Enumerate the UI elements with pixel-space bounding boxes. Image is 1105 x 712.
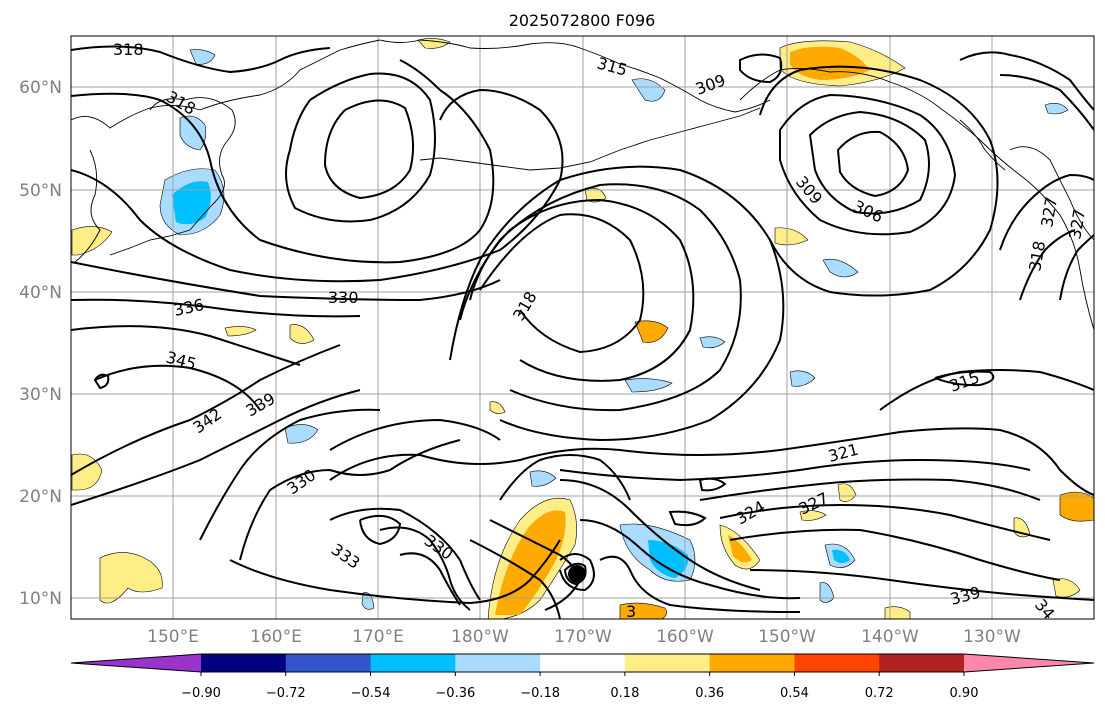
colorbar-tick-label: −0.18 xyxy=(520,686,560,701)
colorbar-tick-label: −0.54 xyxy=(351,686,391,701)
colorbar-cell xyxy=(370,654,456,672)
colorbar-tick-label: −0.72 xyxy=(266,686,306,701)
lat-tick-label: 40°N xyxy=(19,283,62,303)
contour-label: 3 xyxy=(626,602,636,621)
contour-label: 318 xyxy=(113,40,144,59)
colorbar-cell xyxy=(794,654,880,672)
longitude-axis: 150°E 160°E 170°E 180°W 170°W 160°W 150°… xyxy=(147,627,1021,647)
map-plot-area: 318 318 315 309 309 306 336 330 318 345 … xyxy=(70,35,1095,623)
map-title: 2025072800 F096 xyxy=(509,11,656,30)
lon-tick-label: 130°W xyxy=(963,627,1021,647)
colorbar-extend-low xyxy=(71,654,201,672)
map-frame xyxy=(70,35,1095,620)
lon-tick-label: 150°W xyxy=(758,627,816,647)
colorbar-cell xyxy=(201,654,287,672)
lon-tick-label: 150°E xyxy=(147,627,199,647)
colorbar-cell xyxy=(624,654,711,672)
colorbar-tick-label: −0.90 xyxy=(181,686,221,701)
latitude-axis: 10°N 20°N 30°N 40°N 50°N 60°N xyxy=(19,78,62,609)
shading-layer xyxy=(71,38,1094,619)
colorbar-tick-label: 0.72 xyxy=(865,686,894,701)
colorbar-cell xyxy=(879,654,965,672)
lat-tick-label: 30°N xyxy=(19,385,62,405)
lat-tick-label: 60°N xyxy=(19,78,62,98)
lat-tick-label: 20°N xyxy=(19,487,62,507)
colorbar-tick-label: 0.18 xyxy=(610,686,639,701)
lon-tick-label: 160°W xyxy=(656,627,714,647)
low-center-marker xyxy=(568,565,586,583)
contour-lines xyxy=(71,45,1094,619)
colorbar-extend-high xyxy=(964,654,1094,672)
colorbar-cell xyxy=(540,654,626,672)
lon-tick-label: 140°W xyxy=(861,627,919,647)
colorbar-cell xyxy=(455,654,541,672)
lon-tick-label: 160°E xyxy=(250,627,302,647)
lat-tick-label: 10°N xyxy=(19,589,62,609)
contour-label: 330 xyxy=(328,288,359,307)
lat-tick-label: 50°N xyxy=(19,181,62,201)
coastlines xyxy=(71,39,1094,331)
colorbar-cell xyxy=(285,654,372,672)
lon-tick-label: 170°E xyxy=(352,627,404,647)
lon-tick-label: 170°W xyxy=(554,627,612,647)
colorbar-tick-label: 0.36 xyxy=(695,686,724,701)
colorbar-cell xyxy=(709,654,795,672)
lon-tick-label: 180°W xyxy=(451,627,509,647)
colorbar: −0.90 −0.72 −0.54 −0.36 −0.18 0.18 0.36 0.54 0.7… xyxy=(70,653,1095,701)
colorbar-tick-label: −0.36 xyxy=(435,686,475,701)
colorbar-tick-label: 0.54 xyxy=(780,686,809,701)
colorbar-tick-label: 0.90 xyxy=(950,686,979,701)
